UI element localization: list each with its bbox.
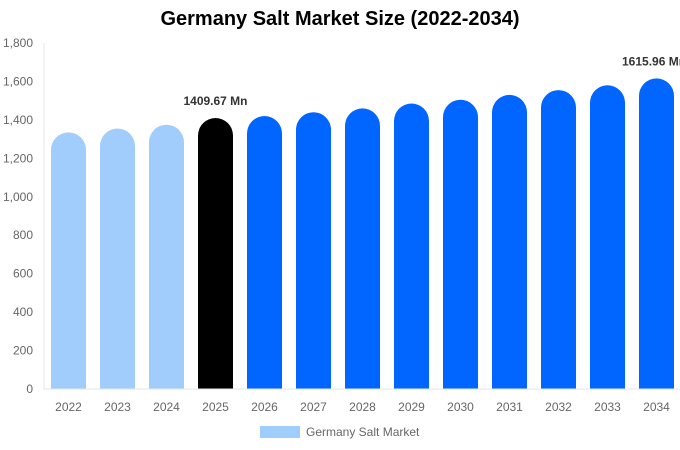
x-tick-label: 2023	[104, 400, 131, 414]
y-axis-labels: 0 200 400 600 800 1,000 1,200 1,400 1,600 1,800	[3, 36, 33, 396]
x-tick-label: 2029	[398, 400, 425, 414]
x-tick-label: 2032	[545, 400, 572, 414]
x-tick-label: 2030	[447, 400, 474, 414]
bar-2024	[149, 124, 184, 389]
data-label-2025: 1409.67 Mn	[183, 94, 247, 108]
bars-group	[51, 78, 674, 390]
x-tick-label: 2028	[349, 400, 376, 414]
y-tick-label: 600	[13, 267, 33, 281]
bar-2027	[296, 112, 331, 389]
x-axis-labels: 2022 2023 2024 2025 2026 2027 2028 2029 2030 2031…	[55, 400, 670, 414]
x-tick-label: 2025	[202, 400, 229, 414]
x-tick-label: 2034	[643, 400, 670, 414]
legend-swatch	[260, 426, 300, 438]
y-tick-label: 200	[13, 344, 33, 358]
chart-title: Germany Salt Market Size (2022-2034)	[160, 8, 520, 30]
bar-2028	[345, 108, 380, 389]
x-tick-label: 2022	[55, 400, 82, 414]
data-labels-group: 1409.67 Mn 1615.96 Mn	[183, 54, 680, 108]
bar-2030	[443, 99, 478, 389]
y-tick-label: 1,800	[3, 36, 33, 50]
y-tick-label: 800	[13, 228, 33, 242]
x-tick-label: 2026	[251, 400, 278, 414]
x-tick-label: 2033	[594, 400, 621, 414]
bar-2026	[247, 116, 282, 389]
y-tick-label: 1,400	[3, 113, 33, 127]
x-tick-label: 2024	[153, 400, 180, 414]
y-tick-label: 400	[13, 305, 33, 319]
bar-2023	[100, 128, 135, 390]
bar-2033	[590, 85, 625, 390]
bar-2022	[51, 132, 86, 389]
y-tick-label: 1,000	[3, 190, 33, 204]
bar-2025	[198, 118, 233, 390]
x-tick-label: 2031	[496, 400, 523, 414]
data-label-2034: 1615.96 Mn	[622, 54, 680, 68]
bar-2031	[492, 94, 527, 390]
bar-2034	[639, 78, 674, 389]
x-tick-label: 2027	[300, 400, 327, 414]
y-tick-label: 1,200	[3, 151, 33, 165]
legend: Germany Salt Market	[260, 425, 419, 439]
bar-2032	[541, 90, 576, 389]
y-tick-label: 1,600	[3, 74, 33, 88]
bar-2029	[394, 103, 429, 390]
y-tick-label: 0	[26, 382, 33, 396]
legend-label: Germany Salt Market	[306, 425, 420, 439]
